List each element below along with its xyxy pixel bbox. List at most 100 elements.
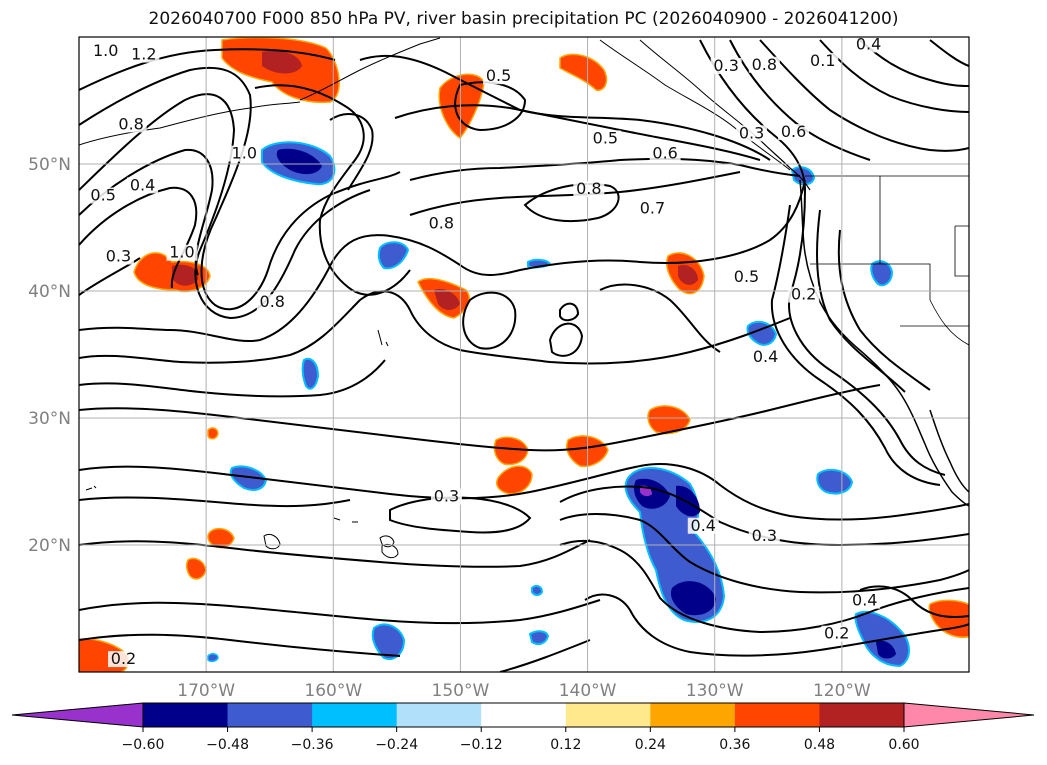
contour-label-bg	[807, 52, 839, 69]
colorbar-segment	[565, 703, 651, 727]
precip-blob	[676, 485, 700, 517]
contour-label-bg	[128, 46, 160, 63]
island	[263, 533, 281, 550]
colorbar-segment	[819, 703, 905, 727]
lon-tick-label: 170°W	[177, 681, 235, 701]
contour-label-bg	[483, 68, 515, 85]
pv-contour-line	[79, 290, 791, 365]
pv-contour-line	[79, 93, 371, 320]
contour-label: 0.4	[856, 34, 881, 53]
precip-blob	[185, 557, 207, 580]
colorbar-segment	[227, 703, 313, 727]
pv-contour-line	[409, 171, 741, 216]
contour-label-bg	[115, 116, 147, 133]
pv-contour-line	[79, 633, 401, 657]
pv-contour-line	[559, 539, 969, 634]
precip-blob	[276, 148, 322, 175]
contour-label-bg	[102, 248, 134, 265]
precip-blob	[493, 436, 529, 466]
pv-contour-line	[462, 291, 517, 350]
precip-blob	[559, 53, 608, 91]
contour-label-bg	[710, 58, 742, 75]
precip-blob	[262, 50, 302, 74]
precip-blob	[301, 357, 320, 390]
contour-label-bg	[127, 177, 159, 194]
contour-label-bg	[750, 348, 782, 365]
colorbar-tick-label: −0.36	[291, 737, 334, 753]
precip-blob	[876, 640, 896, 659]
colorbar-segment	[481, 703, 567, 727]
colorbar-extend-high	[903, 702, 1035, 728]
precip-blob	[870, 260, 894, 287]
contour-label-bg	[748, 56, 780, 73]
map-frame	[78, 36, 970, 673]
pv-contour-line	[523, 183, 620, 223]
contour-label: 0.8	[429, 214, 454, 233]
colorbar-tick-label: 0.48	[804, 737, 835, 753]
contour-label: 0.3	[752, 526, 777, 545]
lon-tick-label: 130°W	[686, 681, 744, 701]
alaska-panhandle	[639, 39, 761, 141]
contour-label: 0.8	[118, 114, 143, 133]
precip-shading	[79, 37, 969, 672]
colorbar-segment	[650, 703, 736, 727]
lat-tick-label: 20°N	[28, 536, 71, 556]
lon-tick-label: 120°W	[813, 681, 871, 701]
pv-contour-line	[394, 104, 761, 161]
island	[377, 329, 389, 347]
precip-blob	[528, 630, 550, 645]
pv-contour-line	[729, 39, 871, 161]
precip-blob	[434, 288, 460, 310]
contour-label: 0.5	[486, 66, 511, 85]
contour-label: 0.6	[652, 144, 677, 163]
contour-label: 0.8	[260, 292, 285, 311]
alaska-coast	[299, 37, 441, 101]
precip-blob	[531, 584, 544, 596]
island	[333, 517, 358, 523]
contour-label-bg	[256, 294, 288, 311]
precip-blob	[816, 468, 854, 495]
contour-label-bg	[425, 215, 457, 232]
contour-label: 0.3	[713, 56, 738, 75]
state-border	[810, 263, 931, 300]
lat-tick-label: 30°N	[28, 409, 71, 429]
pv-contour-line	[79, 179, 806, 342]
precip-blob	[172, 264, 199, 286]
pv-contour-line	[770, 204, 941, 486]
island	[379, 535, 395, 548]
pv-contour-line	[859, 39, 969, 87]
pv-contour-line	[548, 322, 584, 357]
pv-contour-line	[79, 465, 641, 500]
contour-label: 1.0	[93, 41, 118, 60]
state-border	[954, 225, 969, 277]
contour-label-bg	[636, 200, 668, 217]
pv-contour-line	[79, 599, 601, 624]
contour-label-bg	[90, 42, 122, 59]
colorbar-segment	[396, 703, 482, 727]
contour-label-bg	[573, 181, 605, 198]
contour-label: 0.8	[752, 55, 777, 74]
colorbar-segment	[143, 703, 229, 727]
contour-label: 0.5	[593, 128, 618, 147]
alaska-panhandle	[599, 39, 791, 171]
axis-labels: 170°W 160°W 150°W 140°W 130°W 120°W 20°N 30°N 40…	[28, 155, 871, 701]
alaska-coast	[79, 101, 301, 146]
pv-contour-line	[454, 81, 527, 132]
colorbar-extend-low	[11, 702, 144, 728]
colorbar-frame	[142, 702, 905, 728]
pv-contour-line	[837, 229, 931, 391]
contour-label-bg	[778, 124, 810, 141]
colorbar-segment	[312, 703, 398, 727]
lat-tick-label: 40°N	[28, 282, 71, 302]
contour-label: 0.6	[781, 122, 806, 141]
map-title: 2026040700 F000 850 hPa PV, river basin …	[148, 9, 899, 29]
contour-label-bg	[430, 488, 462, 505]
pv-contour-line	[859, 585, 969, 618]
colorbar-segment	[734, 703, 820, 727]
contour-label: 0.7	[640, 198, 665, 217]
pv-contour-line	[79, 148, 214, 276]
graticule	[79, 37, 969, 672]
colorbar-tick-label: −0.12	[460, 737, 503, 753]
precip-blob	[377, 241, 410, 270]
pv-contour-line	[599, 283, 721, 353]
